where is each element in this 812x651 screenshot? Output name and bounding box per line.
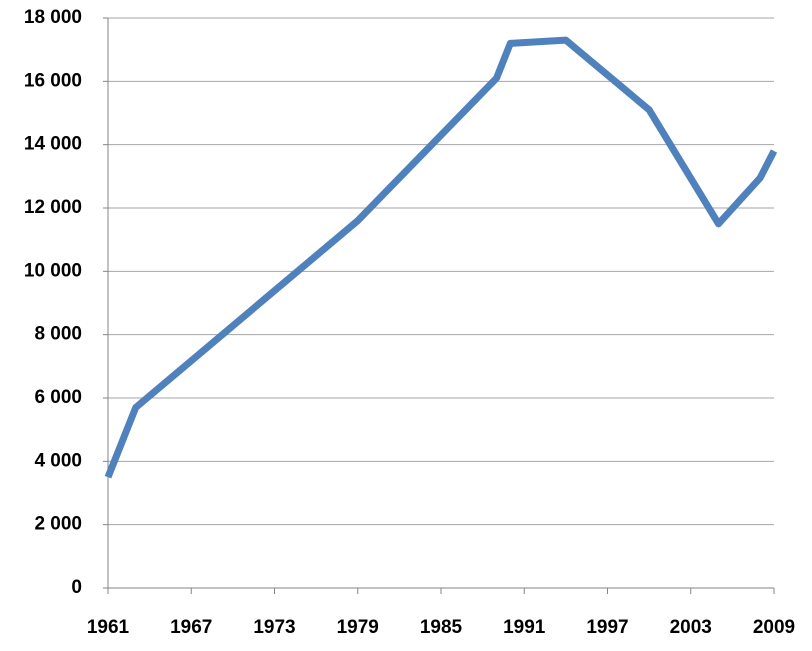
y-tick-label: 4 000 bbox=[34, 450, 82, 471]
x-tick-label: 1961 bbox=[87, 617, 130, 638]
x-tick-label: 1979 bbox=[337, 617, 379, 638]
y-tick-label: 12 000 bbox=[24, 197, 82, 218]
y-tick-label: 6 000 bbox=[34, 387, 82, 408]
x-tick-label: 1991 bbox=[503, 617, 546, 638]
x-tick-label: 2009 bbox=[753, 617, 795, 638]
y-tick-label: 14 000 bbox=[24, 134, 82, 155]
y-tick-label: 10 000 bbox=[24, 260, 82, 281]
y-tick-label: 2 000 bbox=[34, 514, 82, 535]
y-tick-label: 8 000 bbox=[34, 324, 82, 345]
x-tick-label: 1973 bbox=[253, 617, 295, 638]
y-tick-label: 18 000 bbox=[24, 7, 82, 28]
y-tick-label: 0 bbox=[71, 577, 82, 598]
x-tick-label: 1997 bbox=[586, 617, 628, 638]
x-tick-label: 1967 bbox=[170, 617, 212, 638]
x-tick-label: 2003 bbox=[670, 617, 712, 638]
x-tick-label: 1985 bbox=[420, 617, 463, 638]
data-line bbox=[104, 36, 778, 479]
y-tick-label: 16 000 bbox=[24, 70, 82, 91]
